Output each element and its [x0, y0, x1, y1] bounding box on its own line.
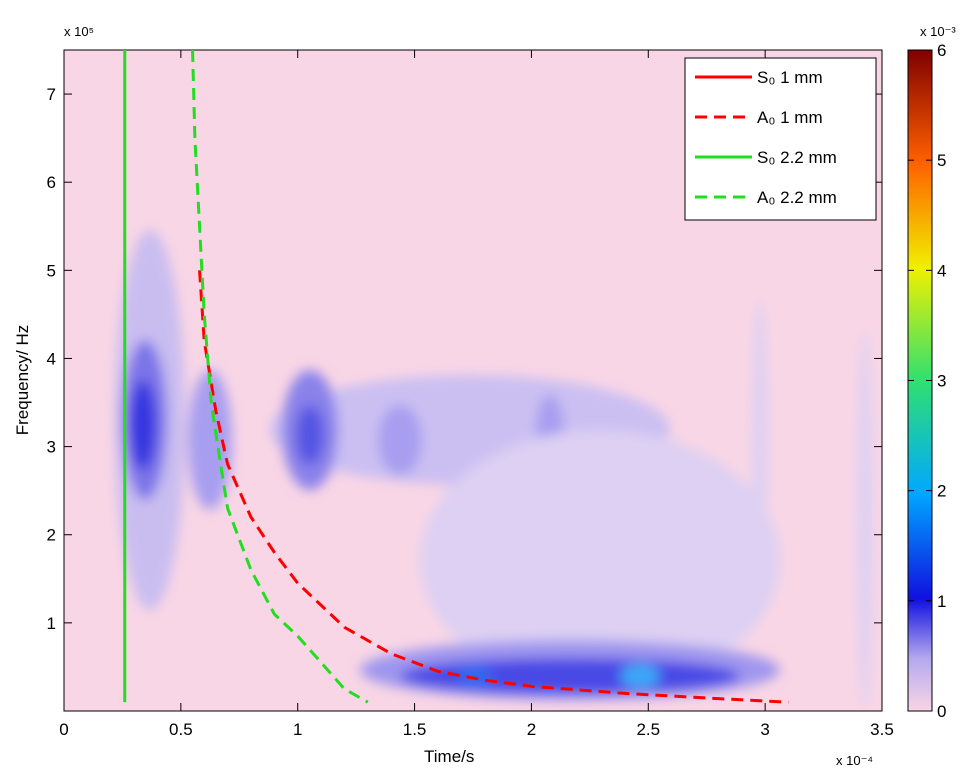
- colorbar-tick-label: 0: [937, 702, 946, 721]
- legend-box: [684, 57, 877, 221]
- y-tick-label: 1: [47, 614, 56, 633]
- x-tick-label: 1: [293, 720, 302, 739]
- colorbar-tick-label: 4: [937, 261, 946, 280]
- y-axis-label: Frequency/ Hz: [13, 325, 32, 436]
- series-line: [198, 270, 789, 704]
- legend-label: A₀ 1 mm: [757, 108, 823, 127]
- x-tick-label: 2: [527, 720, 536, 739]
- x-multiplier: x 10⁻⁴: [836, 753, 873, 768]
- y-tick-label: 2: [47, 526, 56, 545]
- legend-label: S₀ 1 mm: [757, 68, 823, 87]
- y-tick-label: 7: [47, 85, 56, 104]
- y-multiplier: x 10⁵: [64, 24, 94, 39]
- y-tick-label: 5: [47, 261, 56, 280]
- x-tick-label: 0.5: [169, 720, 193, 739]
- x-axis-label: Time/s: [424, 747, 474, 766]
- x-tick-label: 3.5: [870, 720, 894, 739]
- x-tick-label: 1.5: [403, 720, 427, 739]
- x-tick-label: 3: [760, 720, 769, 739]
- x-tick-label: 2.5: [636, 720, 660, 739]
- plot-frame: [63, 49, 883, 712]
- colorbar-tick-label: 1: [937, 592, 946, 611]
- colorbar-tick-label: 3: [937, 372, 946, 391]
- legend-label: S₀ 2.2 mm: [757, 148, 837, 167]
- legend-label: A₀ 2.2 mm: [757, 188, 837, 207]
- colorbar-tick-label: 2: [937, 482, 946, 501]
- colorbar-multiplier: x 10⁻³: [920, 24, 956, 39]
- y-tick-label: 3: [47, 438, 56, 457]
- contour-field: [115, 230, 873, 710]
- series-line: [191, 50, 369, 704]
- x-tick-label: 0: [59, 720, 68, 739]
- y-tick-label: 6: [47, 173, 56, 192]
- colorbar-tick-label: 6: [937, 41, 946, 60]
- y-tick-label: 4: [47, 349, 56, 368]
- colorbar-tick-label: 5: [937, 151, 946, 170]
